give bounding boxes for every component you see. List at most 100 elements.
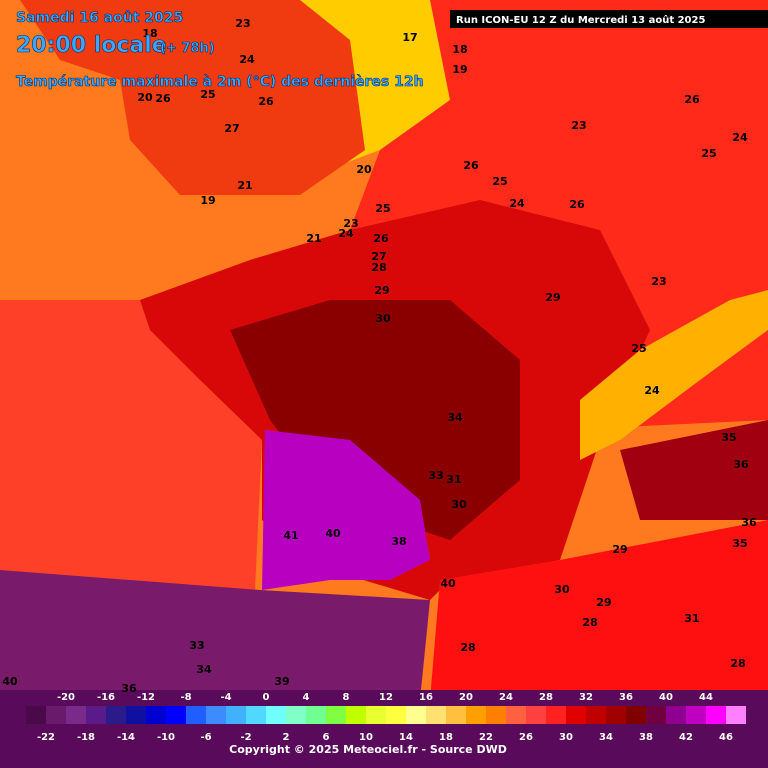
temperature-label: 31 <box>684 612 699 625</box>
colorbar-label: 40 <box>659 692 673 703</box>
colorbar-swatch <box>166 706 186 724</box>
temperature-label: 24 <box>239 53 255 66</box>
colorbar-swatch <box>526 706 546 724</box>
colorbar-label: 10 <box>359 732 373 743</box>
temperature-label: 26 <box>463 159 479 172</box>
colorbar-label: 14 <box>399 732 413 743</box>
colorbar-label: -18 <box>77 732 95 743</box>
date: Samedi 16 août 2025 <box>16 10 183 26</box>
colorbar-swatch <box>426 706 446 724</box>
temperature-label: 35 <box>732 537 747 550</box>
colorbar-label: 12 <box>379 692 393 703</box>
spain <box>0 570 430 700</box>
colorbar-swatch <box>346 706 366 724</box>
colorbar-label: 18 <box>439 732 453 743</box>
temperature-label: 25 <box>200 88 215 101</box>
colorbar-swatch <box>226 706 246 724</box>
temperature-label: 36 <box>121 682 137 695</box>
colorbar-swatch <box>646 706 666 724</box>
colorbar-label: -4 <box>220 692 231 703</box>
temperature-label: 36 <box>741 516 757 529</box>
temperature-label: 34 <box>196 663 212 676</box>
colorbar-swatch <box>586 706 606 724</box>
colorbar-swatch <box>726 706 746 724</box>
lead: (+ 78h) <box>160 41 215 56</box>
temperature-label: 24 <box>644 384 660 397</box>
temperature-label: 28 <box>730 657 745 670</box>
colorbar-label: 28 <box>539 692 553 703</box>
southwest <box>262 430 430 590</box>
temperature-label: 34 <box>447 411 463 424</box>
colorbar-label: -10 <box>157 732 175 743</box>
temperature-label: 33 <box>428 469 443 482</box>
colorbar-label: 34 <box>599 732 613 743</box>
temperature-label: 29 <box>612 543 627 556</box>
temperature-label: 29 <box>374 284 389 297</box>
temperature-label: 17 <box>402 31 417 44</box>
colorbar-swatch <box>506 706 526 724</box>
mediterranean <box>430 520 768 700</box>
temperature-label: 26 <box>373 232 389 245</box>
colorbar-swatch <box>666 706 686 724</box>
temperature-label: 26 <box>258 95 274 108</box>
colorbar-swatch <box>286 706 306 724</box>
field: Température maximale à 2m (°C) des derni… <box>16 74 424 90</box>
colorbar-label: 2 <box>283 732 290 743</box>
temperature-label: 33 <box>189 639 204 652</box>
colorbar-label: 46 <box>719 732 733 743</box>
temperature-label: 23 <box>571 119 586 132</box>
colorbar-swatch <box>386 706 406 724</box>
run-box <box>450 10 768 28</box>
temperature-label: 26 <box>155 92 171 105</box>
colorbar-swatch <box>706 706 726 724</box>
colorbar-label: 36 <box>619 692 633 703</box>
colorbar-label: 16 <box>419 692 433 703</box>
colorbar-swatch <box>466 706 486 724</box>
colorbar-swatch <box>66 706 86 724</box>
colorbar-label: 32 <box>579 692 593 703</box>
temperature-label: 23 <box>651 275 666 288</box>
colorbar-label: -14 <box>117 732 135 743</box>
biscay <box>0 300 262 590</box>
colorbar-swatch <box>686 706 706 724</box>
temperature-label: 19 <box>200 194 215 207</box>
temperature-label: 30 <box>375 312 391 325</box>
temperature-label: 18 <box>142 27 157 40</box>
temperature-label: 30 <box>554 583 570 596</box>
temperature-label: 39 <box>274 675 289 688</box>
temperature-label: 21 <box>306 232 321 245</box>
temperature-label: 40 <box>2 675 18 688</box>
colorbar-swatch <box>246 706 266 724</box>
temperature-label: 20 <box>137 91 153 104</box>
colorbar-label: -12 <box>137 692 155 703</box>
temperature-label: 41 <box>283 529 298 542</box>
time: 20:00 locale <box>16 33 167 58</box>
temperature-label: 24 <box>338 227 354 240</box>
footer: Copyright © 2025 Meteociel.fr - Source D… <box>229 743 507 756</box>
temperature-label: 28 <box>460 641 475 654</box>
colorbar-swatch <box>626 706 646 724</box>
colorbar-label: 0 <box>263 692 270 703</box>
colorbar-label: 4 <box>303 692 310 703</box>
colorbar-label: -8 <box>180 692 191 703</box>
uk <box>20 0 365 195</box>
temperature-label: 26 <box>569 198 585 211</box>
colorbar-swatch <box>406 706 426 724</box>
colorbar-swatch <box>46 706 66 724</box>
temperature-label: 24 <box>509 197 525 210</box>
run-info: Run ICON-EU 12 Z du Mercredi 13 août 202… <box>456 14 705 26</box>
colorbar-label: 24 <box>499 692 513 703</box>
temperature-label: 25 <box>492 175 507 188</box>
temperature-label: 30 <box>451 498 467 511</box>
temperature-label: 20 <box>356 163 372 176</box>
colorbar-label: -20 <box>57 692 75 703</box>
colorbar-label: 44 <box>699 692 713 703</box>
france-interior <box>230 300 520 540</box>
colorbar-label: 38 <box>639 732 653 743</box>
colorbar-label: -2 <box>240 732 251 743</box>
temperature-label: 28 <box>582 616 597 629</box>
colorbar-swatch <box>86 706 106 724</box>
temperature-label: 29 <box>545 291 560 304</box>
